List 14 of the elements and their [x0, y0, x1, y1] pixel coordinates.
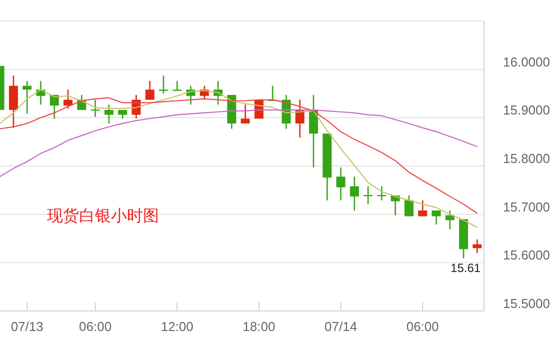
y-tick-label: 16.0000 [503, 54, 550, 70]
text: 现货白银小时图 [47, 206, 159, 225]
y-tick-label: 15.7000 [503, 199, 550, 214]
annotation: 15.61 [450, 260, 481, 275]
x-tick-label: 06:00 [406, 319, 439, 334]
x-tick-label: 07/14 [324, 319, 358, 334]
y-tick-label: 15.6000 [503, 248, 550, 263]
x-tick-label: 07/13 [10, 319, 44, 334]
x-tick-label: 18:00 [242, 319, 276, 334]
x-tick-label: 06:00 [79, 319, 112, 334]
y-tick-label: 15.8000 [503, 151, 550, 166]
x-tick-label: 12:00 [160, 319, 194, 334]
y-tick-label: 15.5000 [503, 296, 550, 311]
y-tick-label: 15.9000 [503, 102, 550, 118]
